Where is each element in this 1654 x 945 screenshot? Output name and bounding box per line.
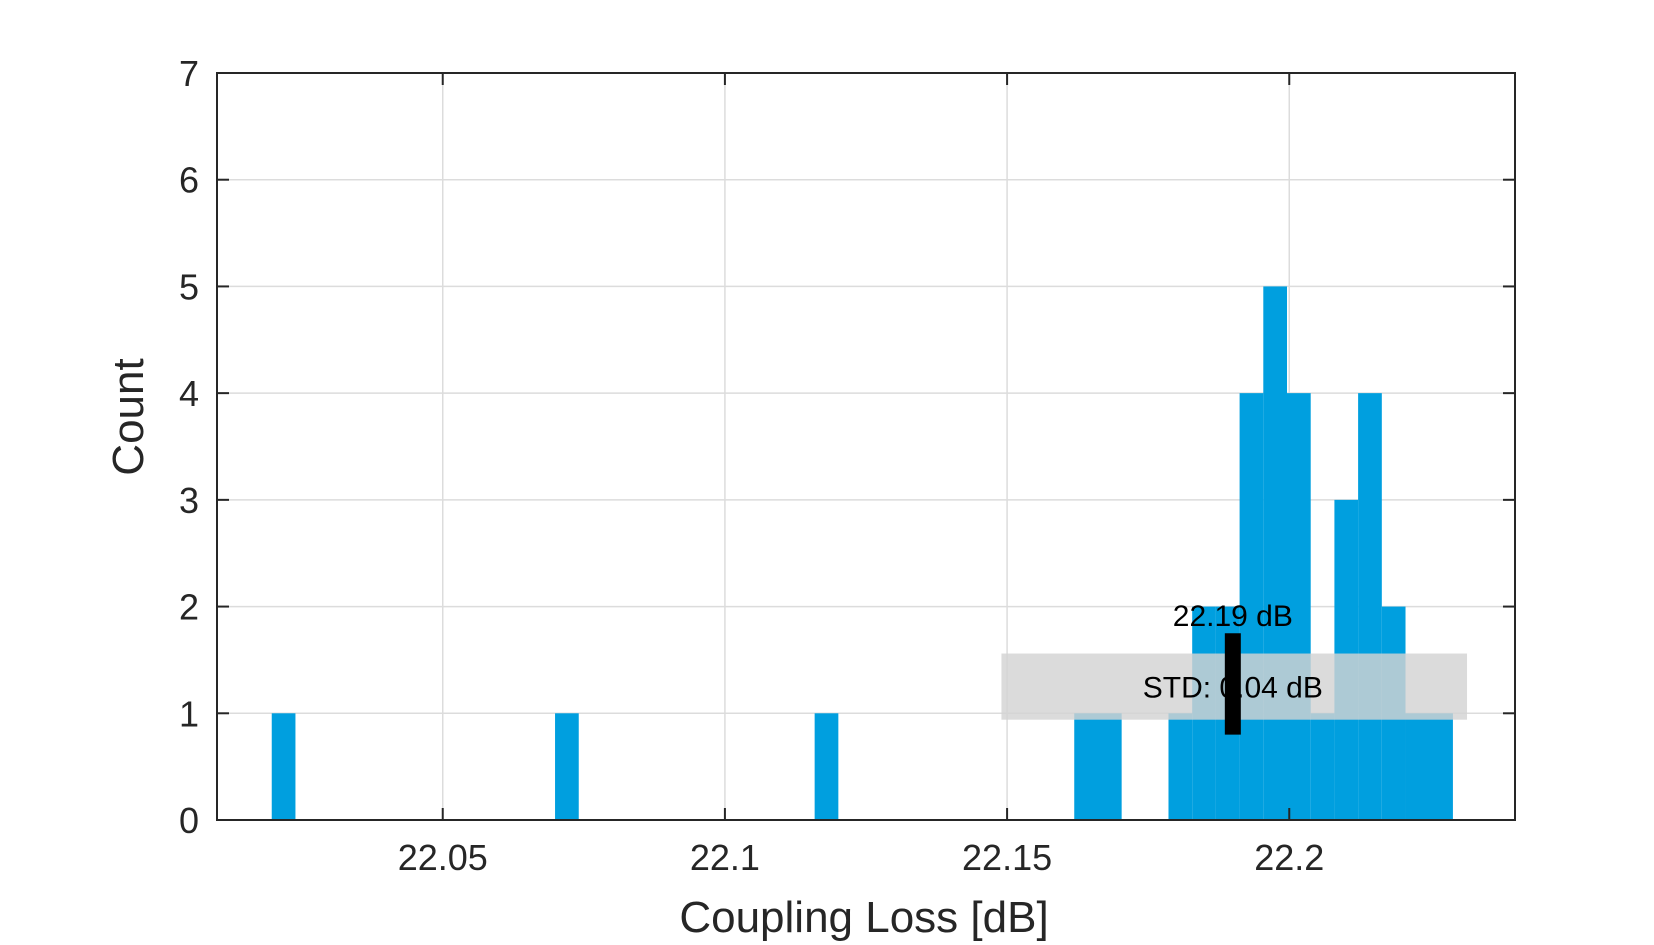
y-tick-label: 6 (179, 160, 199, 201)
histogram-bar (1405, 713, 1453, 820)
x-tick-label: 22.15 (962, 837, 1052, 878)
x-tick-label: 22.2 (1254, 837, 1324, 878)
mean-label: 22.19 dB (1173, 600, 1293, 633)
y-tick-label: 4 (179, 373, 199, 414)
histogram-bar (1358, 393, 1382, 820)
histogram-bar (814, 713, 839, 820)
y-tick-label: 0 (179, 800, 199, 841)
y-tick-label: 1 (179, 693, 199, 734)
plot-frame (216, 72, 1516, 821)
y-tick-label: 3 (179, 480, 199, 521)
histogram-bar (271, 713, 296, 820)
y-tick-label: 5 (179, 266, 199, 307)
axis-ticks: 22.05 22.1 22.15 22.2 0 1 2 3 4 5 6 7 (179, 53, 1515, 878)
histogram-bar (555, 713, 579, 820)
histogram-bar (1074, 713, 1122, 820)
histogram-bar (1310, 713, 1335, 820)
histogram-bar (1168, 713, 1193, 820)
y-tick-label: 7 (179, 53, 199, 94)
y-tick-label: 2 (179, 587, 199, 628)
std-label: STD: 0.04 dB (1143, 672, 1323, 705)
x-tick-label: 22.1 (690, 837, 760, 878)
plot-border (216, 72, 1516, 821)
y-axis-label: Count (104, 358, 153, 475)
x-axis-label: Coupling Loss [dB] (679, 893, 1048, 942)
histogram-bar (1263, 286, 1288, 820)
mean-marker (1224, 633, 1241, 735)
x-tick-label: 22.05 (398, 837, 488, 878)
annotations: 22.19 dB STD: 0.04 dB (1001, 600, 1468, 735)
